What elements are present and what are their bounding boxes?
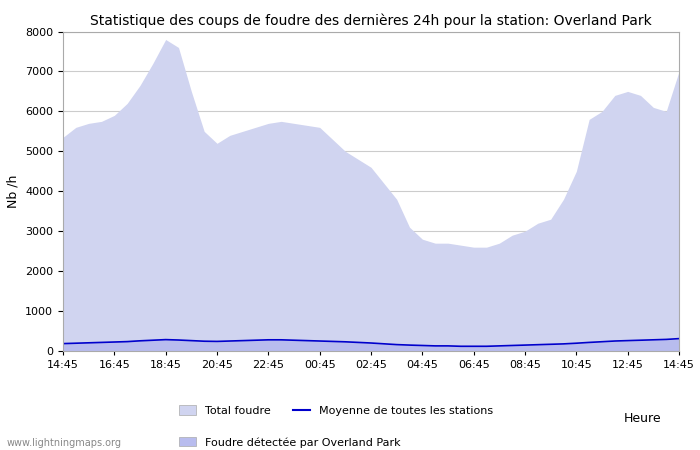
Text: www.lightningmaps.org: www.lightningmaps.org <box>7 438 122 448</box>
Y-axis label: Nb /h: Nb /h <box>6 175 20 208</box>
Legend: Foudre détectée par Overland Park: Foudre détectée par Overland Park <box>179 437 400 448</box>
Text: Heure: Heure <box>624 412 662 425</box>
Title: Statistique des coups de foudre des dernières 24h pour la station: Overland Park: Statistique des coups de foudre des dern… <box>90 13 652 27</box>
